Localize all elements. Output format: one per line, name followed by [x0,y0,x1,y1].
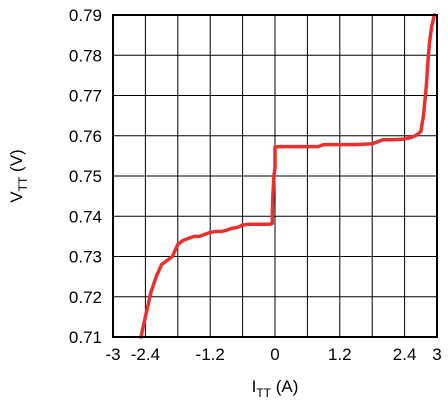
y-tick-label: 0.79 [69,6,102,25]
y-tick-label: 0.76 [69,127,102,146]
x-tick-label: 0 [270,345,279,364]
x-axis-title-subscript: TT [256,386,271,400]
x-tick-label: -3 [105,345,120,364]
y-tick-label: 0.71 [69,328,102,347]
series-layer [139,13,437,339]
y-tick-label: 0.77 [69,87,102,106]
x-axis-title-unit: (A) [271,377,298,396]
y-tick-label: 0.78 [69,46,102,65]
y-axis-title-subscript: TT [16,176,30,191]
y-axis-title-unit: (V) [7,149,26,176]
x-axis-title-main: I [252,377,257,396]
series-line [139,13,437,339]
y-axis-title-main: V [7,191,26,203]
y-tick-label: 0.75 [69,167,102,186]
y-tick-label: 0.73 [69,248,102,267]
y-axis-title: VTT (V) [7,149,30,202]
x-tick-label: -1.2 [196,345,225,364]
x-tick-label: 1.2 [328,345,352,364]
x-tick-label: -2.4 [131,345,160,364]
y-tick-label: 0.72 [69,288,102,307]
plot-frame [112,14,438,338]
tick-labels: -3 -2.4 -1.2 0 1.2 2.4 3 0.71 0.72 0.73 0.74 0.75 0.… [69,6,442,364]
x-axis-title: ITT (A) [252,377,299,400]
y-tick-label: 0.74 [69,207,102,226]
x-tick-label: 2.4 [393,345,417,364]
x-tick-label: 3 [432,345,441,364]
